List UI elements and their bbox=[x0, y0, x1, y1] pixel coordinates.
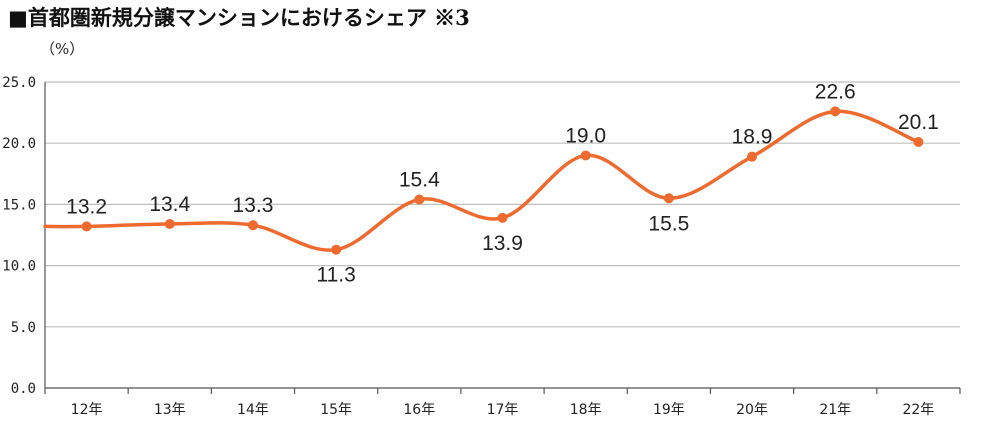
data-point bbox=[663, 193, 674, 204]
y-tick-labels: 0.0 5.0 10.0 15.0 20.0 25.0 bbox=[2, 75, 36, 397]
x-tick-labels: 12年 13年 14年 15年 16年 17年 18年 19年 20年 21年 22年 bbox=[71, 402, 935, 418]
x-tick-label: 15年 bbox=[320, 402, 352, 418]
x-tick-label: 12年 bbox=[71, 402, 103, 418]
data-point bbox=[497, 212, 508, 223]
y-tick-label: 25.0 bbox=[2, 75, 36, 91]
data-label: 18.9 bbox=[732, 126, 773, 149]
data-label: 11.3 bbox=[316, 264, 355, 287]
data-point bbox=[414, 194, 425, 205]
data-point bbox=[331, 244, 342, 255]
data-point bbox=[164, 218, 175, 229]
x-tick-label: 18年 bbox=[570, 402, 602, 418]
data-point bbox=[247, 220, 258, 231]
data-points bbox=[81, 106, 924, 255]
y-axis-unit: （%） bbox=[40, 40, 85, 58]
data-point bbox=[830, 106, 841, 117]
x-tick-label: 20年 bbox=[736, 402, 768, 418]
x-tick-label: 13年 bbox=[154, 402, 186, 418]
data-label: 13.4 bbox=[149, 193, 190, 216]
gridlines bbox=[45, 81, 960, 328]
data-label: 15.5 bbox=[648, 212, 689, 235]
data-label: 13.3 bbox=[233, 194, 274, 217]
data-label: 15.4 bbox=[399, 169, 440, 192]
data-labels: 13.2 13.4 13.3 11.3 15.4 13.9 19.0 15.5 18.9 22.6… bbox=[66, 80, 939, 286]
y-tick-label: 0.0 bbox=[11, 381, 36, 397]
y-tick-label: 15.0 bbox=[2, 197, 36, 213]
data-label: 22.6 bbox=[815, 80, 856, 103]
x-tick-label: 19年 bbox=[653, 402, 685, 418]
data-label: 13.2 bbox=[66, 195, 107, 218]
data-point bbox=[580, 150, 591, 161]
y-tick-label: 10.0 bbox=[2, 259, 36, 275]
data-point bbox=[81, 221, 92, 232]
x-tick-label: 21年 bbox=[819, 402, 851, 418]
axes bbox=[44, 82, 961, 394]
data-point bbox=[913, 136, 924, 147]
series-line bbox=[43, 109, 921, 252]
chart-title: ■首都圏新規分譲マンションにおけるシェア ※3 bbox=[8, 5, 470, 30]
data-label: 19.0 bbox=[565, 124, 606, 147]
y-tick-label: 5.0 bbox=[11, 320, 36, 336]
x-tick-label: 16年 bbox=[403, 402, 435, 418]
y-tick-label: 20.0 bbox=[2, 136, 36, 152]
data-label: 13.9 bbox=[482, 232, 523, 255]
x-tick-label: 17年 bbox=[487, 402, 519, 418]
data-label: 20.1 bbox=[898, 111, 939, 134]
x-tick-label: 14年 bbox=[237, 402, 269, 418]
x-tick-label: 22年 bbox=[902, 402, 934, 418]
data-point bbox=[747, 151, 758, 162]
